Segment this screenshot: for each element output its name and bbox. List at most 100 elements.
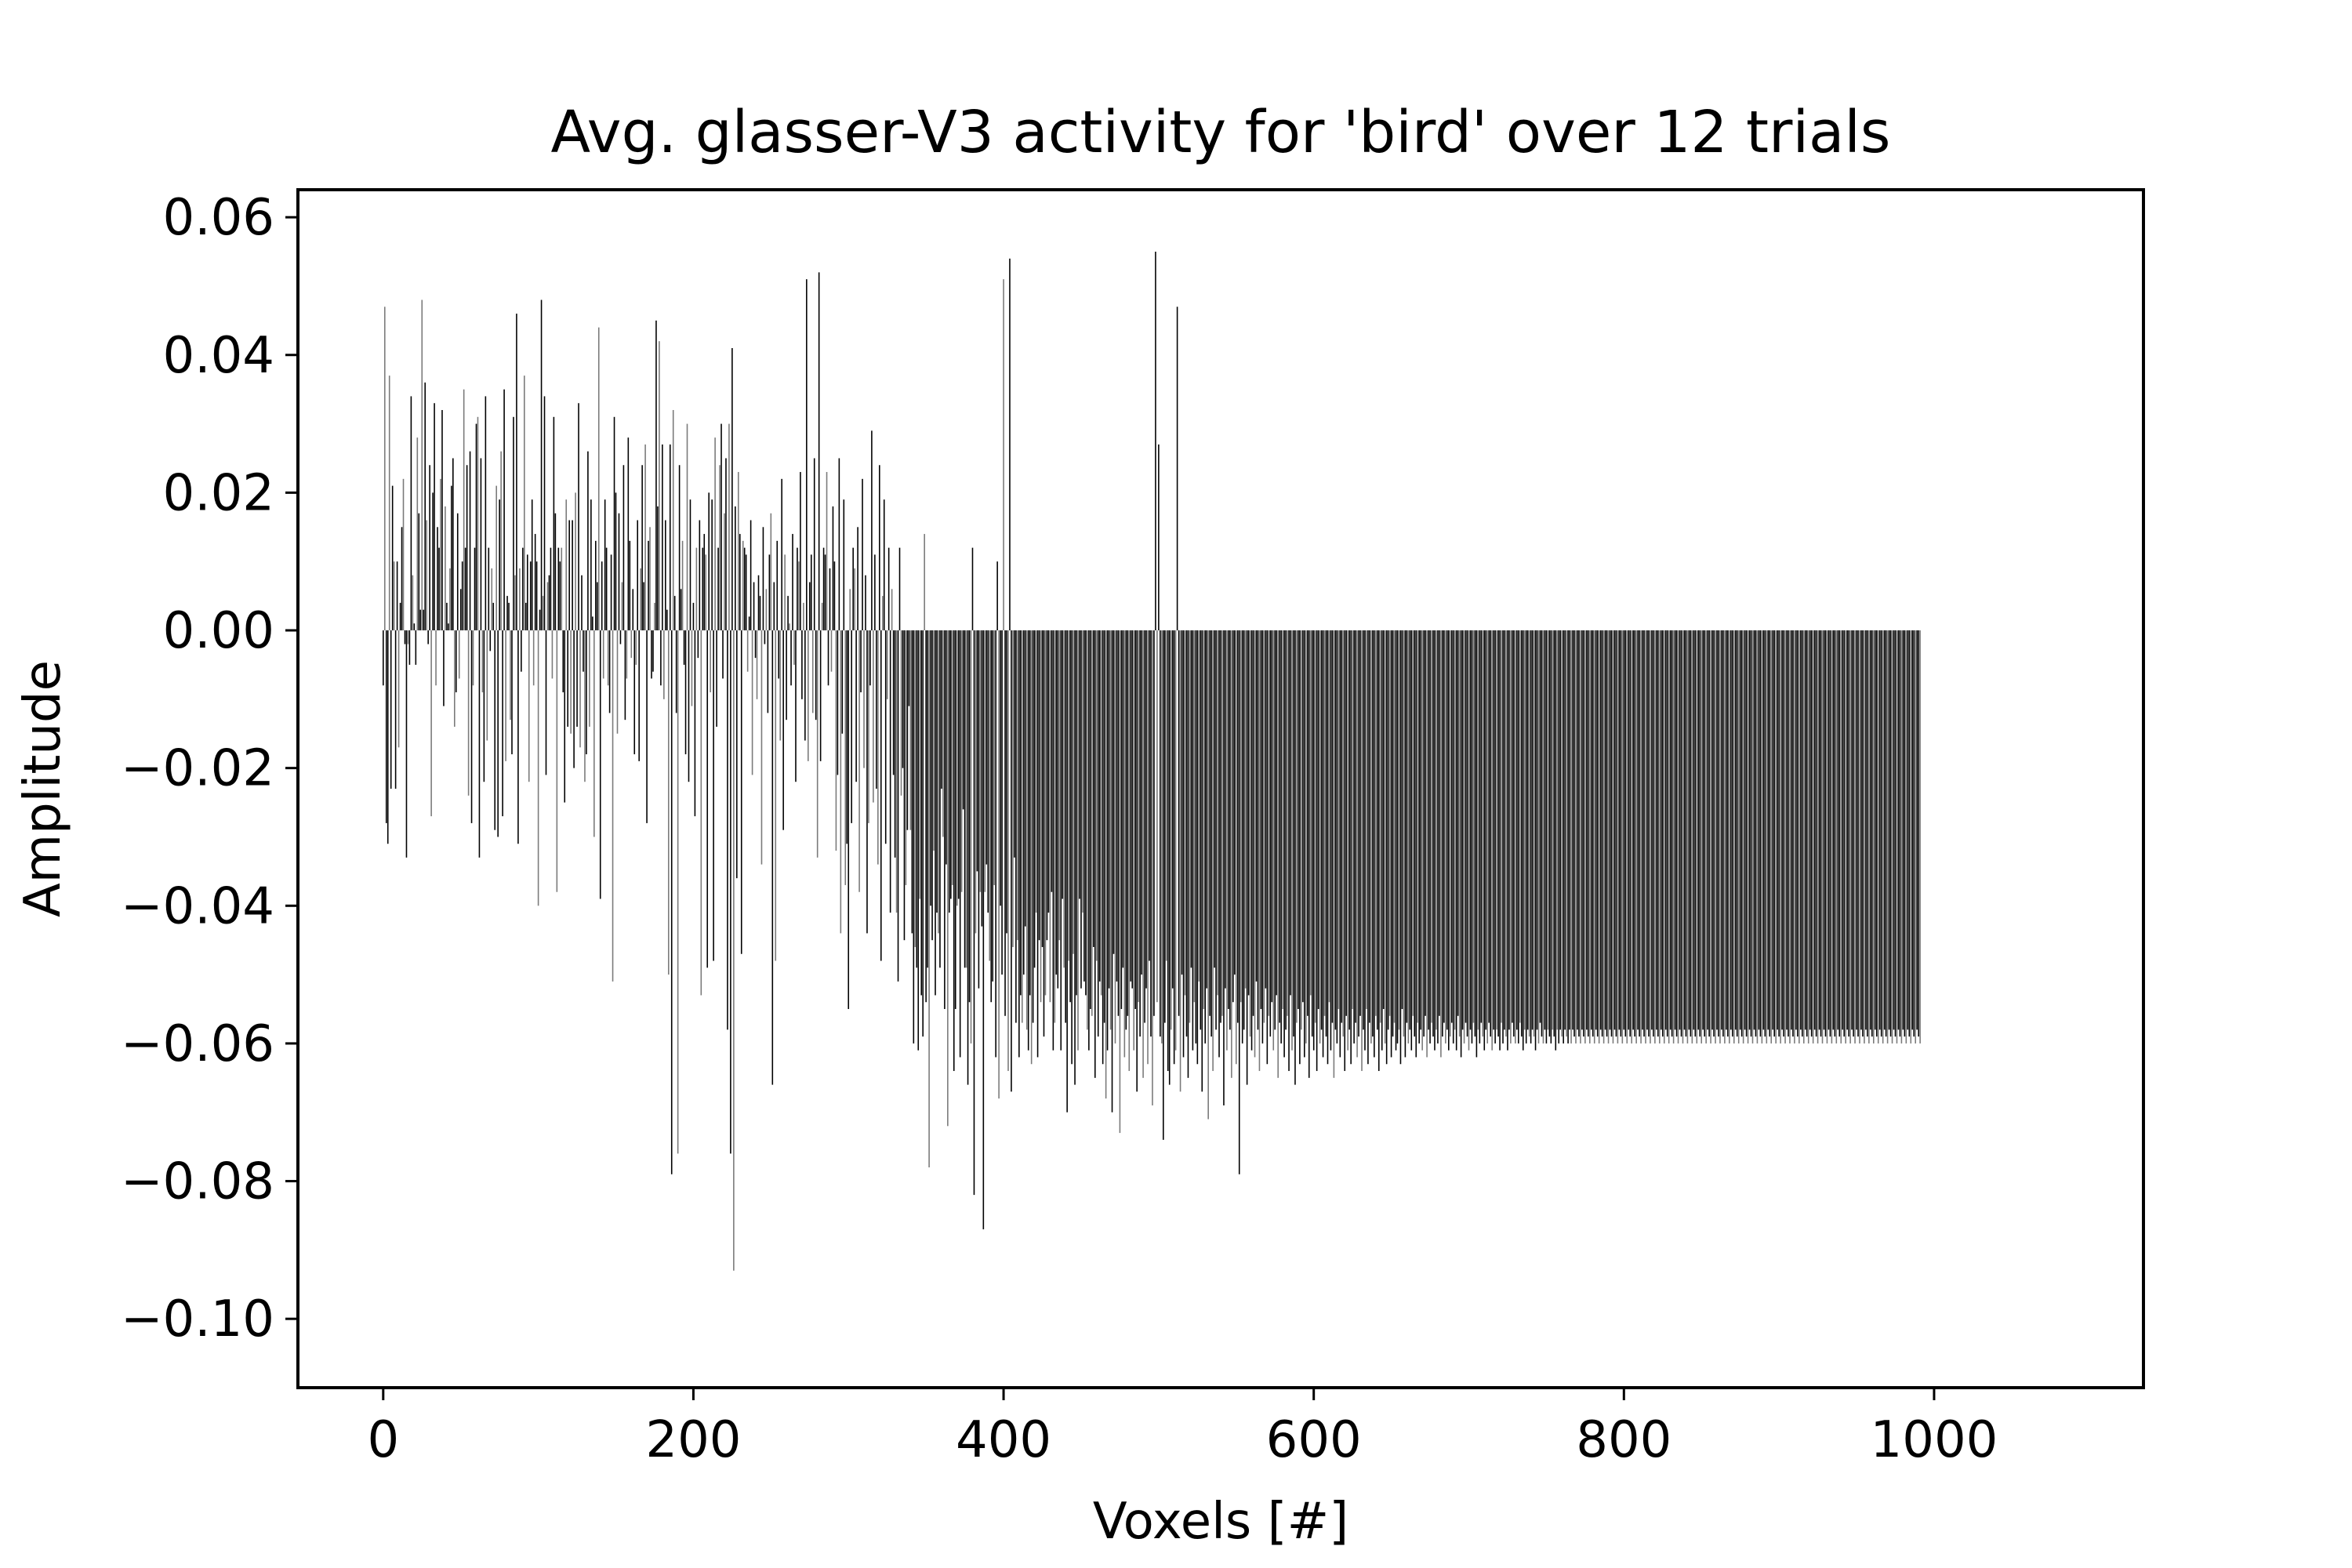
bar (1298, 630, 1299, 1010)
bar (743, 547, 746, 631)
bar (1412, 630, 1414, 1016)
bar (1572, 630, 1573, 1030)
bar (1293, 630, 1294, 1037)
bar (688, 630, 690, 782)
bar (500, 451, 502, 631)
bar (1038, 630, 1040, 941)
bar (626, 630, 628, 679)
bar (881, 596, 884, 631)
bar (556, 630, 558, 892)
bar (1425, 630, 1426, 1016)
y-axis-label: Amplitude (14, 660, 72, 917)
bar (404, 630, 406, 644)
bar (1486, 630, 1489, 1044)
bar (1573, 630, 1575, 1037)
bar (1566, 630, 1567, 1037)
bar (1418, 630, 1420, 1044)
bar (1363, 630, 1364, 1030)
bar (1000, 630, 1001, 906)
bar (1077, 630, 1079, 1051)
bar (1246, 630, 1248, 1085)
bar (1620, 630, 1622, 1037)
bar (513, 416, 514, 631)
bar (573, 630, 575, 768)
bar (1732, 630, 1733, 1037)
bar (809, 582, 811, 631)
bar (680, 589, 682, 631)
bar (604, 499, 606, 631)
bar (529, 561, 532, 631)
bar (1637, 630, 1639, 1030)
bar (1364, 630, 1366, 1051)
bar (1479, 630, 1481, 1044)
bar (1302, 630, 1304, 1003)
bar (822, 547, 825, 631)
bar (753, 582, 755, 631)
bar (1182, 630, 1185, 1058)
bar (1865, 630, 1867, 1030)
bar (397, 630, 400, 748)
bar (1653, 630, 1654, 1037)
bar (1017, 630, 1018, 941)
bar (742, 540, 744, 631)
bar (1784, 630, 1786, 1044)
bar (1108, 630, 1110, 989)
bar (454, 630, 456, 727)
bar (1396, 630, 1399, 1044)
bar (914, 630, 916, 947)
bar (925, 630, 927, 1003)
bar (1688, 630, 1690, 1030)
bar (815, 630, 817, 720)
bar (1547, 630, 1549, 1030)
bar (1100, 630, 1102, 996)
bar (481, 630, 484, 693)
bar (1513, 630, 1515, 1037)
bar (1640, 630, 1642, 1044)
bar (790, 630, 792, 686)
bar (1523, 630, 1526, 1030)
bar (1403, 630, 1405, 1037)
bar (525, 602, 527, 631)
bar (879, 465, 880, 631)
bar (1815, 630, 1817, 1037)
bar (1226, 630, 1228, 1051)
bar (586, 630, 587, 755)
bar (1334, 630, 1337, 1030)
bar (1195, 630, 1197, 1044)
bar (860, 630, 862, 693)
bar (1718, 630, 1719, 1037)
bar (1466, 630, 1468, 1037)
bar (1407, 630, 1410, 1044)
bar (1181, 630, 1183, 975)
bar (900, 630, 902, 796)
bar (1051, 630, 1053, 892)
bar (635, 630, 637, 665)
bar (1548, 630, 1551, 1037)
bar (1116, 630, 1118, 982)
bar (1367, 630, 1369, 1065)
bar (1160, 630, 1161, 1037)
bar (1390, 630, 1392, 1058)
bar (1700, 630, 1703, 1044)
bar (1702, 630, 1704, 1030)
bar (517, 630, 519, 844)
bar (477, 416, 479, 631)
bar (1423, 630, 1425, 1037)
bar (1690, 630, 1692, 1037)
bar (1656, 630, 1657, 1030)
bar (421, 299, 423, 631)
bar (1127, 630, 1129, 1016)
bar (865, 575, 866, 631)
bar (1666, 630, 1668, 1037)
bar (1228, 630, 1229, 1010)
bar (540, 299, 543, 631)
bar (1439, 630, 1440, 1016)
bar (1155, 252, 1156, 631)
bar (1406, 630, 1408, 1023)
bar (1203, 630, 1205, 1010)
bar (1068, 630, 1069, 961)
bar (1269, 630, 1272, 1037)
bar (1818, 630, 1820, 1030)
bar (413, 623, 416, 631)
bar (652, 630, 654, 672)
